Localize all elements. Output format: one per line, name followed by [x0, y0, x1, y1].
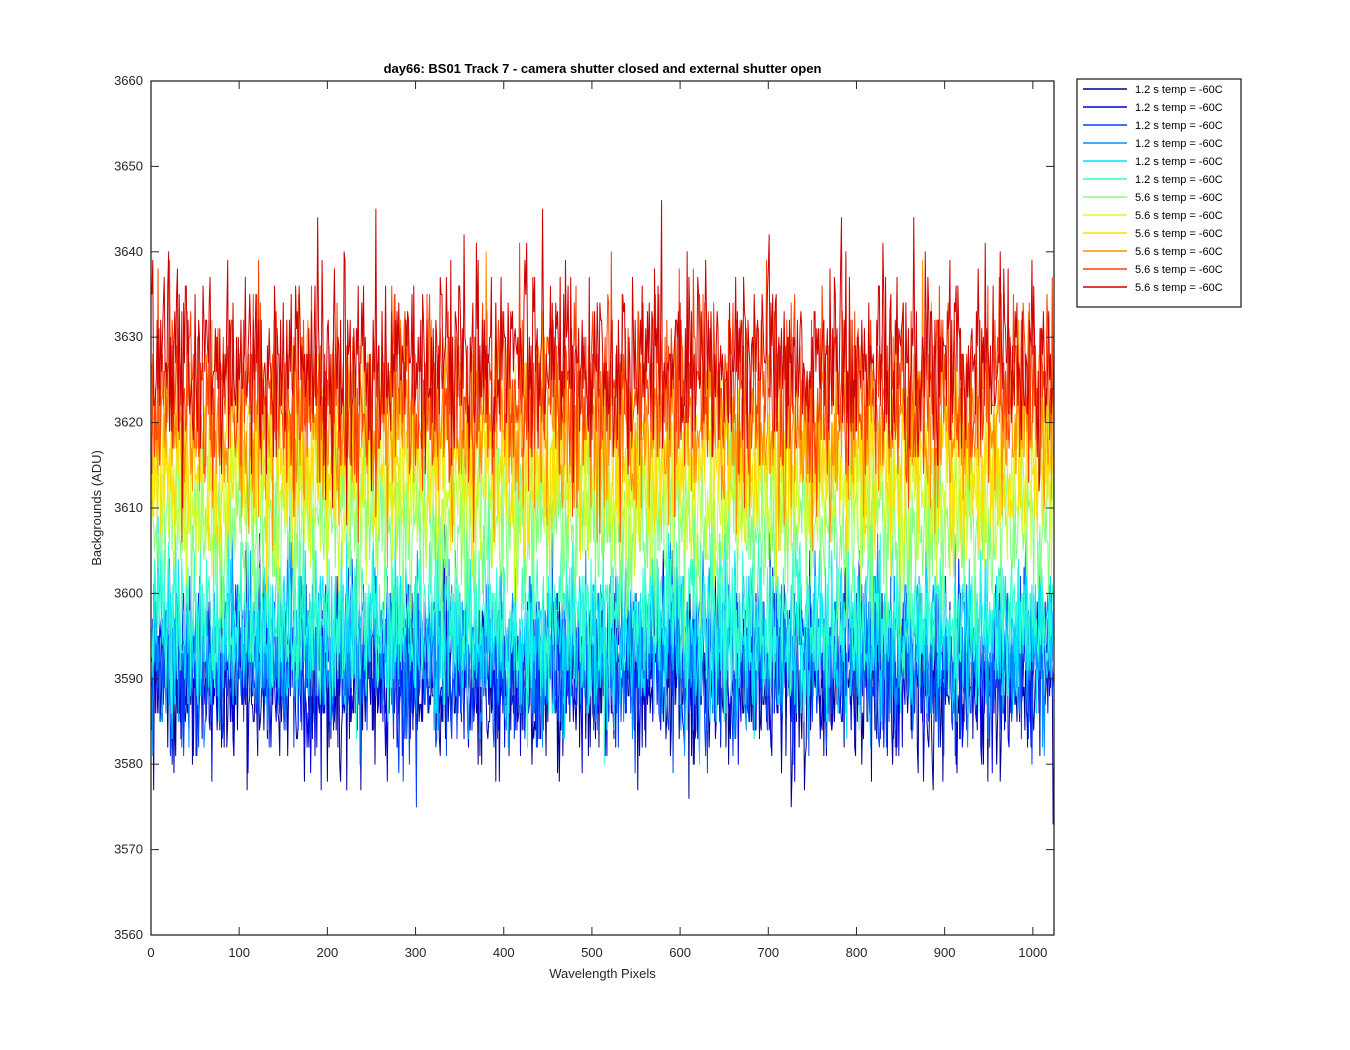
- y-tick-label: 3630: [114, 329, 143, 344]
- series-line-12: [151, 200, 1054, 526]
- y-tick-label: 3660: [114, 73, 143, 88]
- y-tick-label: 3600: [114, 585, 143, 600]
- x-tick-label: 1000: [1018, 945, 1047, 960]
- y-tick-label: 3570: [114, 842, 143, 857]
- x-tick-label: 200: [317, 945, 339, 960]
- legend-entry-label: 5.6 s temp = -60C: [1135, 192, 1223, 204]
- y-tick-label: 3610: [114, 500, 143, 515]
- y-tick-label: 3640: [114, 244, 143, 259]
- series-layer: [151, 200, 1054, 825]
- legend: 1.2 s temp = -60C 1.2 s temp = -60C 1.2 s …: [1076, 78, 1242, 308]
- x-tick-label: 700: [757, 945, 779, 960]
- x-tick-label: 100: [228, 945, 250, 960]
- x-tick-label: 600: [669, 945, 691, 960]
- legend-entry-label: 1.2 s temp = -60C: [1135, 174, 1223, 186]
- y-tick-label: 3560: [114, 927, 143, 942]
- ticks-layer: 0 100 200 300 400 500 600 700 800 900 1000 3560 3570…: [114, 73, 1054, 960]
- y-tick-label: 3580: [114, 756, 143, 771]
- legend-entry-label: 5.6 s temp = -60C: [1135, 264, 1223, 276]
- legend-entry-label: 1.2 s temp = -60C: [1135, 84, 1223, 96]
- x-tick-label: 500: [581, 945, 603, 960]
- x-tick-label: 300: [405, 945, 427, 960]
- x-tick-label: 400: [493, 945, 515, 960]
- legend-entry-label: 5.6 s temp = -60C: [1135, 228, 1223, 240]
- y-tick-label: 3590: [114, 671, 143, 686]
- legend-entry-label: 5.6 s temp = -60C: [1135, 282, 1223, 294]
- legend-entry-label: 1.2 s temp = -60C: [1135, 138, 1223, 150]
- y-tick-label: 3620: [114, 415, 143, 430]
- legend-entry-label: 1.2 s temp = -60C: [1135, 120, 1223, 132]
- x-tick-label: 800: [846, 945, 868, 960]
- legend-entry-label: 5.6 s temp = -60C: [1135, 246, 1223, 258]
- x-tick-label: 900: [934, 945, 956, 960]
- x-axis-label: Wavelength Pixels: [549, 966, 656, 981]
- x-tick-label: 0: [147, 945, 154, 960]
- legend-entry-label: 5.6 s temp = -60C: [1135, 210, 1223, 222]
- y-tick-label: 3650: [114, 158, 143, 173]
- legend-entry-label: 1.2 s temp = -60C: [1135, 156, 1223, 168]
- chart-title: day66: BS01 Track 7 - camera shutter clo…: [384, 61, 822, 76]
- y-axis-label: Backgrounds (ADU): [89, 450, 104, 566]
- legend-entry-label: 1.2 s temp = -60C: [1135, 102, 1223, 114]
